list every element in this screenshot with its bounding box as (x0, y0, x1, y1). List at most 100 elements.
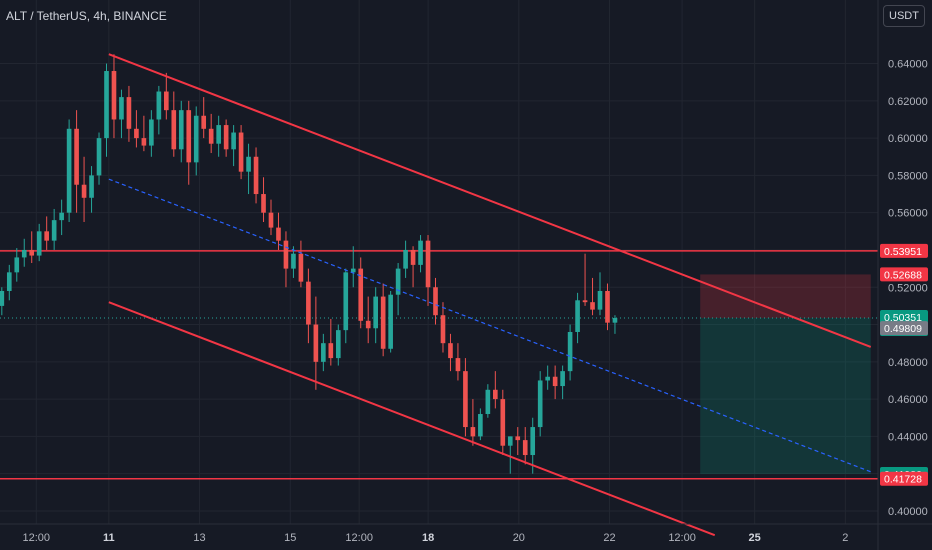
candle-body (522, 440, 528, 456)
candle-body (208, 128, 214, 144)
price-tick-label: 0.44000 (888, 431, 928, 443)
candle-body (253, 156, 259, 195)
price-tick-label: 0.62000 (888, 96, 928, 108)
candle-body (493, 389, 498, 400)
candle-body (149, 119, 154, 146)
candle-body (515, 436, 521, 441)
time-tick-label: 25 (749, 532, 761, 544)
time-tick-label: 12:00 (668, 532, 696, 544)
candle-body (380, 296, 386, 349)
candle-body (178, 110, 184, 150)
candle-body (201, 115, 207, 129)
candle-body (89, 175, 94, 198)
price-tick-label: 0.46000 (888, 394, 928, 406)
candle-body (463, 371, 468, 428)
candle-body (455, 358, 461, 372)
candle-body (21, 249, 27, 258)
candle-body (74, 128, 79, 185)
candle-body (291, 253, 296, 269)
price-label: 0.53951 (884, 246, 922, 258)
candle-body (530, 427, 536, 456)
trend-channel (108, 53, 872, 537)
candle-body (582, 300, 588, 303)
price-tick-label: 0.52000 (888, 282, 928, 294)
candle-body (193, 115, 199, 163)
candle-body (223, 125, 229, 150)
candle-body (216, 125, 221, 144)
candle-body (335, 330, 341, 359)
candle-body (373, 296, 379, 329)
candle-body (403, 249, 408, 269)
candle-body (111, 71, 117, 120)
price-tick-label: 0.58000 (888, 170, 928, 182)
candle-body (126, 97, 132, 129)
candle-body (440, 315, 446, 344)
time-axis[interactable]: 12:00 11 13 15 12:00 18 20 22 12:00 25 2 (0, 523, 932, 544)
time-tick-label: 2 (842, 532, 848, 544)
candle-body (358, 268, 364, 321)
channel-lower-line (108, 301, 716, 537)
candle-body (141, 138, 147, 146)
time-tick-label: 12:00 (23, 532, 51, 544)
channel-upper-line (108, 53, 872, 348)
price-label: 0.41728 (884, 474, 922, 486)
candle-body (44, 231, 49, 241)
horizontal-levels (0, 250, 878, 480)
candle-body (395, 268, 401, 295)
price-label: 0.49809 (884, 323, 922, 335)
candle-body (0, 290, 5, 306)
candle-body (597, 290, 603, 310)
candle-body (500, 399, 506, 446)
candle-body (560, 371, 565, 387)
price-tick-label: 0.56000 (888, 208, 928, 220)
candle-body (328, 343, 334, 359)
candle-body (246, 156, 251, 172)
symbol-title: ALT / TetherUS, 4h, BINANCE (6, 9, 167, 23)
candle-body (59, 212, 64, 221)
candle-body (425, 240, 431, 288)
candle-body (418, 240, 423, 265)
candle-body (552, 376, 558, 387)
price-tick-label: 0.48000 (888, 357, 928, 369)
candle-body (276, 227, 281, 241)
time-tick-label: 18 (422, 532, 434, 544)
candle-body (29, 249, 35, 256)
candle-body (261, 194, 266, 213)
candle-body (567, 331, 573, 372)
candle-body (448, 343, 453, 359)
time-tick-label: 12:00 (345, 532, 373, 544)
currency-button[interactable]: USDT (883, 5, 925, 27)
candle-body (104, 71, 109, 139)
candle-body (268, 212, 274, 228)
candle-body (507, 436, 513, 446)
candle-body (388, 294, 393, 349)
candle-body (238, 132, 244, 172)
candle-body (478, 414, 483, 437)
candle-body (313, 324, 319, 362)
price-label-bg (880, 267, 928, 282)
price-tick-label: 0.64000 (888, 59, 928, 71)
candle-body (119, 97, 124, 120)
candle-body (51, 220, 57, 241)
price-labels: 0.539510.526880.5035102:28:460.498090.41… (880, 243, 928, 486)
channel-mid-line (108, 178, 871, 473)
candle-body (163, 91, 169, 111)
time-tick-label: 11 (103, 532, 115, 544)
price-label-bg (880, 471, 928, 486)
candle-body (66, 128, 72, 213)
candle-body (283, 240, 289, 269)
candle-body (298, 253, 304, 282)
price-tick-label: 0.60000 (888, 133, 928, 145)
candle-body (81, 184, 87, 198)
time-tick-label: 15 (284, 532, 296, 544)
candle-body (612, 318, 618, 323)
candle-body (171, 110, 177, 150)
price-label-bg (880, 321, 928, 336)
candle-body (36, 231, 42, 256)
take-profit-zone (700, 318, 871, 475)
grid-lines (0, 0, 878, 524)
candle-body (306, 281, 311, 325)
stop-loss-zone (700, 274, 871, 319)
time-tick-label: 20 (513, 532, 525, 544)
